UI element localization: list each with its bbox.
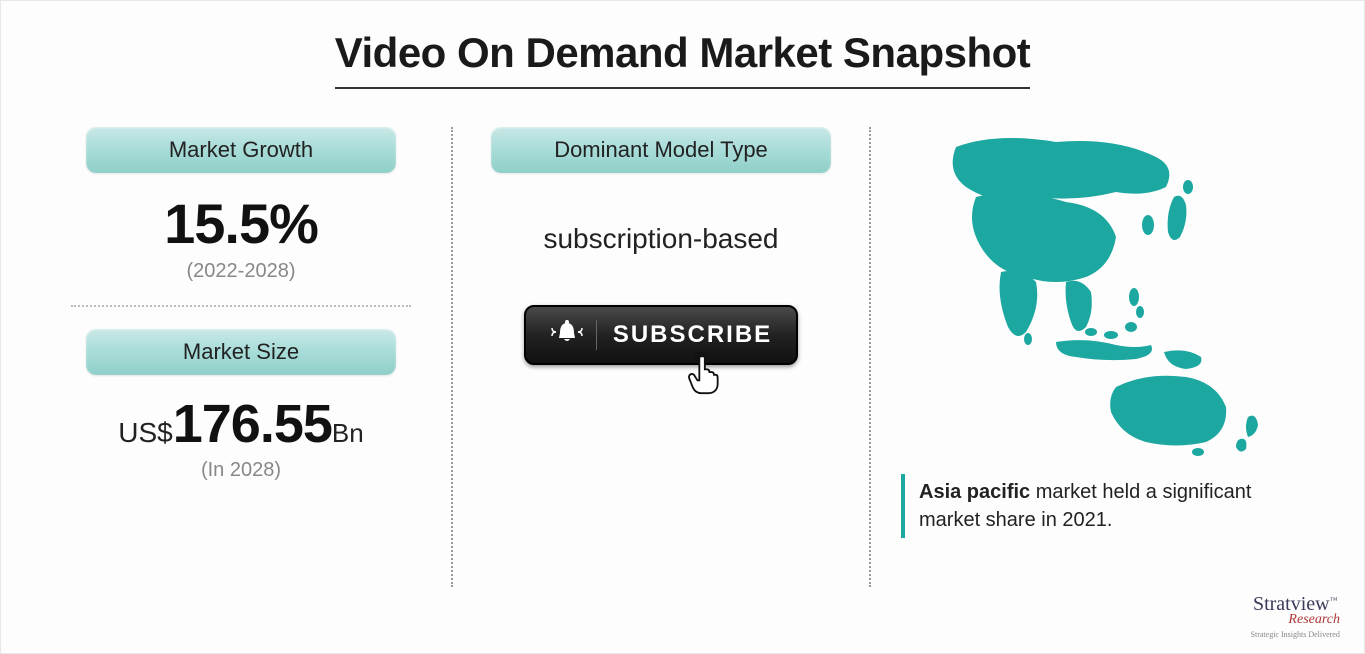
page-header: Video On Demand Market Snapshot — [1, 1, 1364, 107]
bell-icon — [550, 319, 584, 351]
region-name: Asia pacific — [919, 481, 1030, 503]
subscribe-button[interactable]: SUBSCRIBE — [524, 305, 798, 365]
col-model-type: Dominant Model Type subscription-based — [451, 127, 871, 587]
market-size-value: 176.55 — [173, 394, 332, 454]
pill-dominant-model: Dominant Model Type — [491, 127, 831, 173]
asia-pacific-map — [901, 127, 1291, 462]
pill-market-size: Market Size — [86, 329, 396, 375]
market-size-period: (In 2028) — [61, 459, 421, 482]
pill-market-growth: Market Growth — [86, 127, 396, 173]
logo-top: Stratview™ — [1253, 593, 1338, 615]
subscribe-label: SUBSCRIBE — [613, 321, 772, 349]
brand-logo: Stratview™ Research Strategic Insights D… — [1250, 593, 1340, 639]
cursor-hand-icon — [681, 351, 725, 404]
divider-horizontal — [71, 305, 411, 307]
subscribe-wrapper: SUBSCRIBE — [483, 305, 839, 365]
market-size-row: US$176.55Bn — [61, 393, 421, 455]
market-growth-period: (2022-2028) — [61, 260, 421, 283]
subscribe-separator — [596, 320, 597, 350]
col-region: Asia pacific market held a significant m… — [871, 127, 1291, 587]
market-size-currency: US$ — [118, 417, 172, 448]
region-description: Asia pacific market held a significant m… — [901, 474, 1291, 538]
content-grid: Market Growth 15.5% (2022-2028) Market S… — [1, 107, 1364, 587]
dominant-model-value: subscription-based — [483, 223, 839, 255]
page-title: Video On Demand Market Snapshot — [335, 29, 1031, 89]
logo-tagline: Strategic Insights Delivered — [1250, 630, 1340, 639]
col-market-stats: Market Growth 15.5% (2022-2028) Market S… — [61, 127, 451, 587]
market-size-unit: Bn — [332, 418, 364, 448]
market-growth-value: 15.5% — [61, 191, 421, 256]
